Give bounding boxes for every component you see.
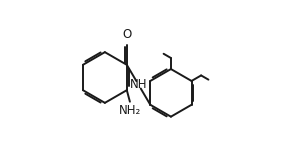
Text: NH₂: NH₂ xyxy=(119,104,141,117)
Text: NH: NH xyxy=(130,78,147,91)
Text: O: O xyxy=(122,28,131,41)
